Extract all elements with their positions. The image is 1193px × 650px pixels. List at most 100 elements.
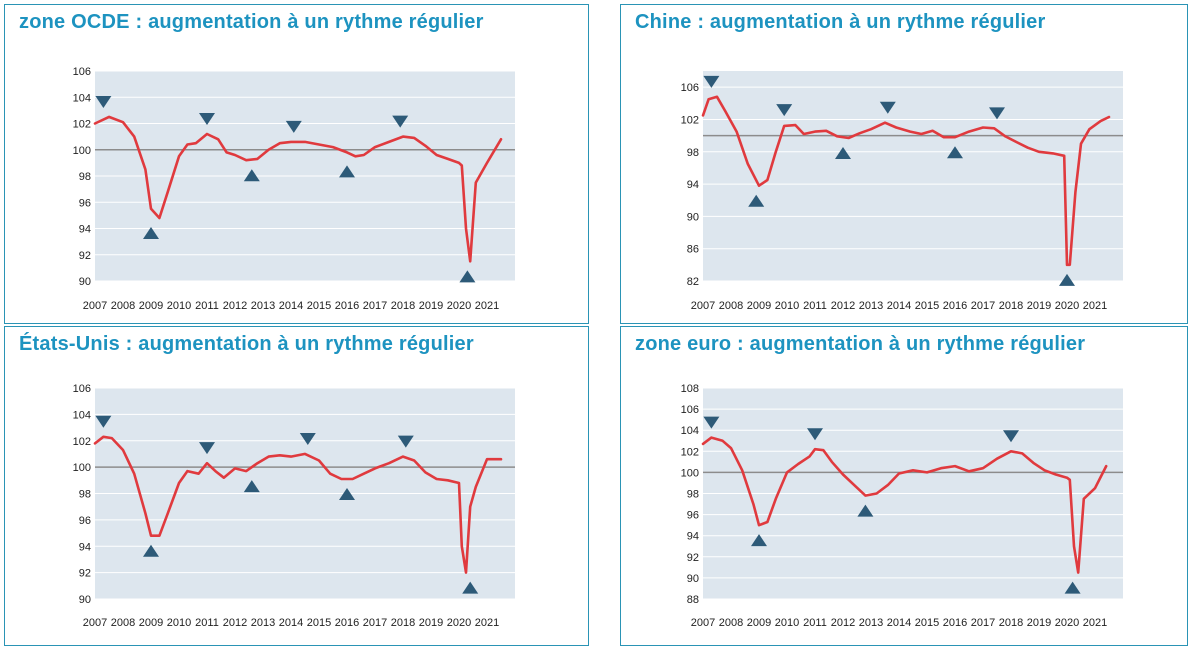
chart-usa: 90 92 94 96 98 100 102 104 106 2007 2008 2009 2010 20…	[73, 383, 515, 629]
x-tick-label: 2011	[803, 300, 827, 312]
x-tick-label: 2021	[475, 617, 499, 629]
y-tick-label: 94	[687, 179, 699, 191]
x-tick-label: 2016	[335, 617, 359, 629]
y-tick-label: 90	[79, 276, 91, 288]
x-tick-label: 2010	[775, 300, 799, 312]
chart-euro: 88 90 92 94 96 98 100 102 104 106 108 2007 2008 2009 2…	[681, 383, 1123, 629]
x-tick-label: 2021	[1083, 300, 1107, 312]
x-tick-label: 2008	[719, 300, 743, 312]
x-tick-label: 2011	[803, 617, 827, 629]
x-tick-label: 2010	[167, 300, 191, 312]
x-tick-label: 2019	[419, 617, 443, 629]
y-tick-label: 98	[687, 489, 699, 501]
series-line	[701, 95, 1111, 267]
y-tick-label: 94	[79, 224, 91, 236]
trough-marker	[1064, 581, 1081, 594]
x-tick-label: 2012	[831, 617, 855, 629]
x-tick-label: 2020	[1055, 617, 1079, 629]
x-tick-label: 2020	[447, 300, 471, 312]
peak-marker	[807, 428, 823, 441]
trough-marker	[751, 534, 767, 547]
x-tick-label: 2012	[223, 617, 247, 629]
peak-marker	[989, 107, 1005, 120]
peak-marker	[703, 416, 720, 429]
x-tick-label: 2007	[83, 617, 107, 629]
y-tick-label: 98	[687, 147, 699, 159]
x-tick-label: 2007	[691, 617, 715, 629]
trough-marker	[835, 147, 851, 160]
x-tick-label: 2018	[999, 617, 1023, 629]
x-tick-label: 2009	[747, 617, 771, 629]
y-tick-label: 108	[681, 383, 699, 395]
y-tick-label: 106	[681, 82, 699, 94]
y-tick-label: 100	[73, 462, 91, 474]
x-tick-label: 2009	[139, 300, 163, 312]
y-tick-label: 82	[687, 276, 699, 288]
panel-oecd: zone OCDE : augmentation à un rythme rég…	[4, 4, 589, 324]
trough-marker	[339, 487, 355, 500]
x-tick-label: 2013	[251, 617, 275, 629]
panel-china: Chine : augmentation à un rythme régulie…	[620, 4, 1188, 324]
x-tick-label: 2013	[859, 617, 883, 629]
y-tick-label: 106	[681, 404, 699, 416]
y-tick-label: 106	[73, 66, 91, 78]
x-tick-label: 2019	[419, 300, 443, 312]
chart-title: zone euro : augmentation à un rythme rég…	[635, 333, 1086, 355]
trough-marker	[243, 169, 260, 182]
x-tick-label: 2007	[83, 300, 107, 312]
x-tick-label: 2011	[195, 617, 219, 629]
y-tick-label: 104	[73, 92, 91, 104]
y-tick-label: 86	[687, 244, 699, 256]
chart-china: 82 86 90 94 98 102 106 2007 2008 2009 2010 2011 2012…	[681, 71, 1123, 312]
peak-marker	[299, 432, 316, 445]
y-tick-label: 96	[687, 510, 699, 522]
series-line	[93, 435, 503, 574]
y-tick-label: 94	[687, 531, 699, 543]
series-line	[93, 115, 503, 263]
x-tick-label: 2010	[167, 617, 191, 629]
y-tick-label: 102	[681, 446, 699, 458]
x-tick-label: 2011	[195, 300, 219, 312]
y-tick-label: 102	[73, 119, 91, 131]
series-line	[701, 436, 1108, 574]
y-tick-label: 100	[681, 467, 699, 479]
y-tick-label: 96	[79, 515, 91, 527]
y-tick-label: 94	[79, 541, 91, 553]
x-tick-label: 2013	[859, 300, 883, 312]
x-tick-label: 2010	[775, 617, 799, 629]
y-tick-label: 104	[681, 425, 699, 437]
trough-marker	[857, 504, 874, 517]
x-tick-label: 2014	[887, 617, 911, 629]
y-tick-label: 90	[687, 211, 699, 223]
y-tick-label: 90	[79, 594, 91, 606]
x-tick-label: 2021	[1083, 617, 1107, 629]
x-tick-label: 2014	[279, 617, 303, 629]
x-tick-label: 2016	[335, 300, 359, 312]
y-tick-label: 92	[79, 568, 91, 580]
x-tick-label: 2015	[915, 300, 939, 312]
x-tick-label: 2012	[223, 300, 247, 312]
trough-marker	[143, 544, 159, 557]
y-tick-label: 92	[79, 250, 91, 262]
x-tick-label: 2008	[719, 617, 743, 629]
peak-marker	[397, 435, 414, 448]
x-tick-label: 2007	[691, 300, 715, 312]
panel-usa: États-Unis : augmentation à un rythme ré…	[4, 326, 589, 646]
x-tick-label: 2014	[887, 300, 911, 312]
y-tick-label: 98	[79, 489, 91, 501]
y-tick-label: 90	[687, 573, 699, 585]
trough-marker	[748, 194, 765, 207]
trough-marker	[462, 581, 479, 594]
peak-marker	[95, 95, 112, 108]
x-tick-label: 2017	[363, 617, 387, 629]
peak-marker	[879, 101, 896, 114]
x-tick-label: 2012	[831, 300, 855, 312]
trough-marker	[339, 165, 355, 178]
y-tick-label: 98	[79, 171, 91, 183]
y-tick-label: 100	[73, 145, 91, 157]
peak-marker	[285, 120, 302, 133]
x-tick-label: 2020	[447, 617, 471, 629]
chart-oecd: 90 92 94 96 98 100 102 104 106 2007 2008 2009 2010 20…	[73, 66, 515, 312]
x-tick-label: 2014	[279, 300, 303, 312]
peak-marker	[199, 113, 215, 125]
